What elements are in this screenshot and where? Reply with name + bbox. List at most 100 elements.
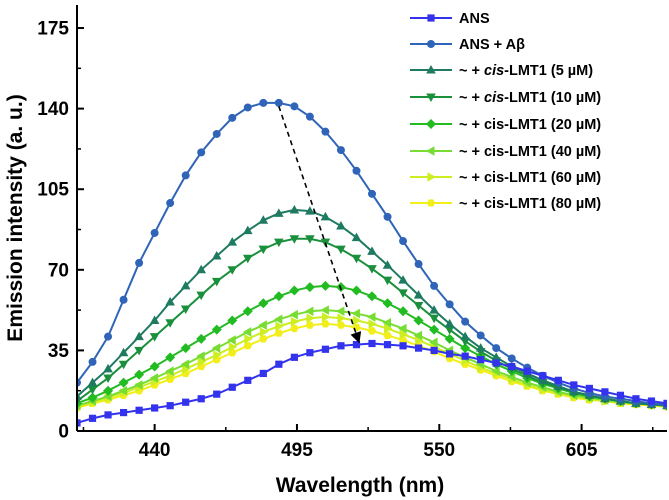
data-point [289,285,300,296]
data-point [213,390,221,398]
data-point [197,148,206,157]
data-point [166,402,174,410]
y-tick-label: 175 [37,19,69,40]
data-point [196,333,207,344]
data-point [321,127,330,136]
data-point [149,333,160,342]
peak-shift-arrow [278,106,362,344]
data-point [165,319,175,328]
data-point [413,315,424,326]
data-point [413,330,423,341]
data-point [88,357,97,366]
y-tick-label: 70 [48,260,69,281]
data-point [415,335,424,345]
data-point [180,280,191,290]
data-point [305,112,314,121]
data-point [430,281,439,290]
data-point [491,352,502,361]
data-point [320,305,329,315]
data-point [259,98,268,107]
legend-swatch-marker [426,199,436,207]
legend-item: ~ + cis-LMT1 (10 µM) [410,90,601,106]
data-point [103,363,113,373]
data-point [243,342,252,350]
data-point [77,391,82,400]
data-point [290,353,298,361]
data-point [213,350,222,360]
data-point [273,314,283,325]
data-point [150,228,159,237]
data-point [242,327,252,337]
data-point [196,351,205,361]
data-point [601,388,609,396]
legend-swatch-marker [426,146,435,156]
data-point [367,265,377,274]
x-tick-label: 440 [139,440,171,461]
data-point [181,171,190,180]
y-axis-title: Emission intensity (a. u.) [4,94,27,341]
data-point [632,395,640,403]
data-point [321,312,331,322]
data-point [384,323,393,334]
legend-swatch-marker [427,40,435,48]
data-point [321,345,330,353]
data-point [352,166,361,175]
data-point [165,366,174,376]
data-point [570,381,578,389]
legend-item: ~ + cis-LMT1 (80 µM) [410,196,601,212]
x-tick-label: 550 [423,440,455,461]
data-point [336,321,346,329]
data-point [352,341,361,349]
data-point [475,343,486,352]
data-point [103,374,113,384]
data-point [88,414,97,422]
data-point [274,208,284,217]
data-point [382,298,393,309]
x-tick-label: 495 [281,440,313,461]
data-point [259,327,269,337]
data-point [243,103,252,112]
data-point [212,129,221,138]
legend-swatch-marker [427,172,436,182]
data-point [228,342,238,352]
data-point [367,327,377,335]
series-1 [77,339,667,427]
data-point [274,238,284,248]
data-point [77,419,81,427]
data-point [104,411,112,419]
data-point [134,369,145,380]
legend-item: ANS [410,11,490,27]
data-point [351,308,360,319]
data-point [585,384,593,392]
data-point [289,204,300,214]
data-point [304,282,315,293]
data-point [165,352,176,363]
data-point [227,266,238,275]
data-point [242,254,253,264]
data-point [274,98,283,107]
data-point [336,245,346,255]
legend-label: ANS + Aβ [459,37,525,53]
data-point [211,250,222,260]
data-point [275,360,283,368]
legend-label: ~ + cis-LMT1 (60 µM) [459,170,601,186]
data-point [413,302,424,311]
data-point [166,199,175,208]
data-point [460,343,471,354]
data-point [87,386,98,395]
y-tick-label: 0 [58,422,69,443]
data-point [413,290,424,299]
data-point [197,357,207,367]
data-point [118,347,129,357]
data-point [119,408,128,417]
legend-label: ~ + cis-LMT1 (20 µM) [459,117,601,133]
data-point [368,319,377,329]
legend-label: ~ + cis-LMT1 (5 µM) [459,63,593,79]
data-point [539,372,547,380]
data-point [491,366,500,376]
data-point [399,329,409,340]
data-point [289,309,298,320]
data-point [304,306,314,317]
data-point [134,380,143,390]
data-point [383,331,392,340]
